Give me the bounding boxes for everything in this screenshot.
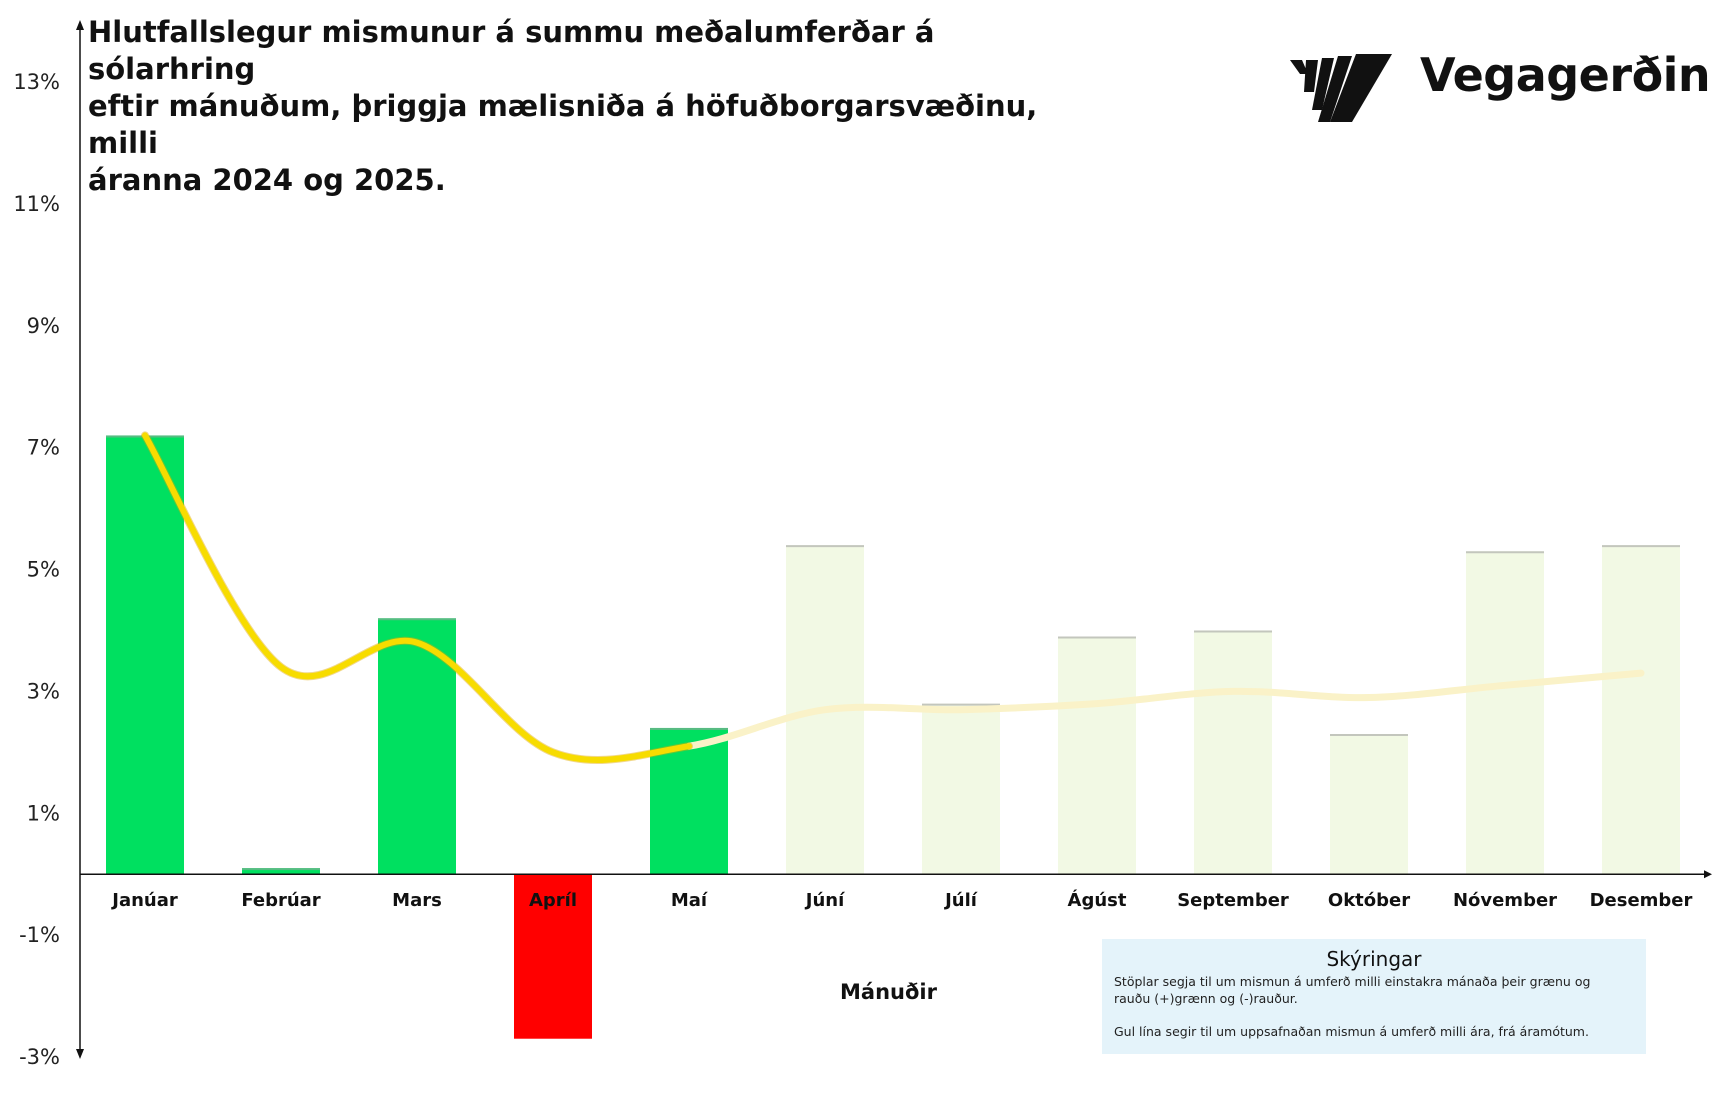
y-axis-arrow-down-icon [76, 1049, 84, 1059]
legend-text-bars-1: Stöplar segja til um mismun á umferð mil… [1114, 974, 1591, 989]
x-tick-label-Apríl: Apríl [529, 890, 577, 911]
y-tick-label: 13% [13, 70, 60, 94]
x-tick-label-Febrúar: Febrúar [241, 890, 320, 911]
bar-Júlí [922, 703, 1000, 875]
y-tick-label: -1% [19, 923, 60, 947]
y-axis-arrow-up-icon [76, 20, 84, 30]
x-axis-label: Mánuðir [840, 980, 937, 1004]
x-tick-label-Október: Október [1328, 890, 1410, 911]
x-tick-label-Janúar: Janúar [110, 890, 178, 911]
y-tick-label: 1% [27, 801, 60, 825]
bar-Ágúst [1058, 636, 1136, 875]
legend-text-line: Gul lína segir til um uppsafnaðan mismun… [1114, 1024, 1589, 1039]
x-tick-label-Nóvember: Nóvember [1453, 890, 1557, 911]
cumulative-line-projected [685, 669, 1645, 750]
x-tick-label-Desember: Desember [1590, 890, 1693, 911]
bar-Mars [378, 618, 456, 875]
x-tick-label-Júlí: Júlí [943, 890, 978, 911]
bar-Febrúar [242, 868, 320, 875]
legend-text-bars-2: rauðu (+)grænn og (-)rauður. [1114, 991, 1298, 1006]
x-tick-label-Mars: Mars [392, 890, 442, 911]
chart-title-line-1: Hlutfallslegur mismunur á summu meðalumf… [88, 15, 935, 86]
bar-Apríl [514, 874, 592, 1039]
y-tick-label: 7% [27, 436, 60, 460]
y-tick-label: 9% [27, 314, 60, 338]
y-tick-label: 11% [13, 192, 60, 216]
y-tick-labels: 13% 11% 9% 7% 5% 3% 1% -1% -3% [13, 70, 60, 1069]
y-tick-label: 5% [27, 558, 60, 582]
x-axis-arrow-right-icon [1704, 870, 1712, 879]
chart-title: Hlutfallslegur mismunur á summu meðalumf… [88, 14, 1088, 199]
bar-Janúar [106, 435, 184, 875]
legend-box: Skýringar Stöplar segja til um mismun á … [1102, 939, 1646, 1054]
x-tick-label-September: September [1177, 890, 1289, 911]
axes [76, 20, 1712, 1059]
y-tick-label: 3% [27, 679, 60, 703]
logo-wordmark: Vegagerðin [1420, 48, 1711, 102]
x-tick-labels: Janúar Febrúar Mars Apríl Maí Júní Júlí Ágúst Se… [110, 889, 1692, 911]
legend-title: Skýringar [1326, 947, 1422, 971]
chart-title-line-3: áranna 2024 og 2025. [88, 163, 446, 197]
cumulative-line-actual [142, 432, 692, 763]
bar-September [1194, 630, 1272, 875]
bar-Desember [1602, 545, 1680, 875]
cumulative-line [141, 431, 1645, 764]
bar-Október [1330, 734, 1408, 875]
bar-Nóvember [1466, 551, 1544, 875]
x-tick-label-Maí: Maí [671, 890, 708, 911]
vegagerdin-logo: Vegagerðin [1290, 48, 1711, 128]
logo-stripes-icon [1290, 54, 1392, 122]
chart-title-line-2: eftir mánuðum, þriggja mælisniða á höfuð… [88, 89, 1038, 160]
y-tick-label: -3% [19, 1045, 60, 1069]
x-tick-label-Júní: Júní [804, 890, 845, 911]
x-tick-label-Ágúst: Ágúst [1068, 889, 1127, 911]
